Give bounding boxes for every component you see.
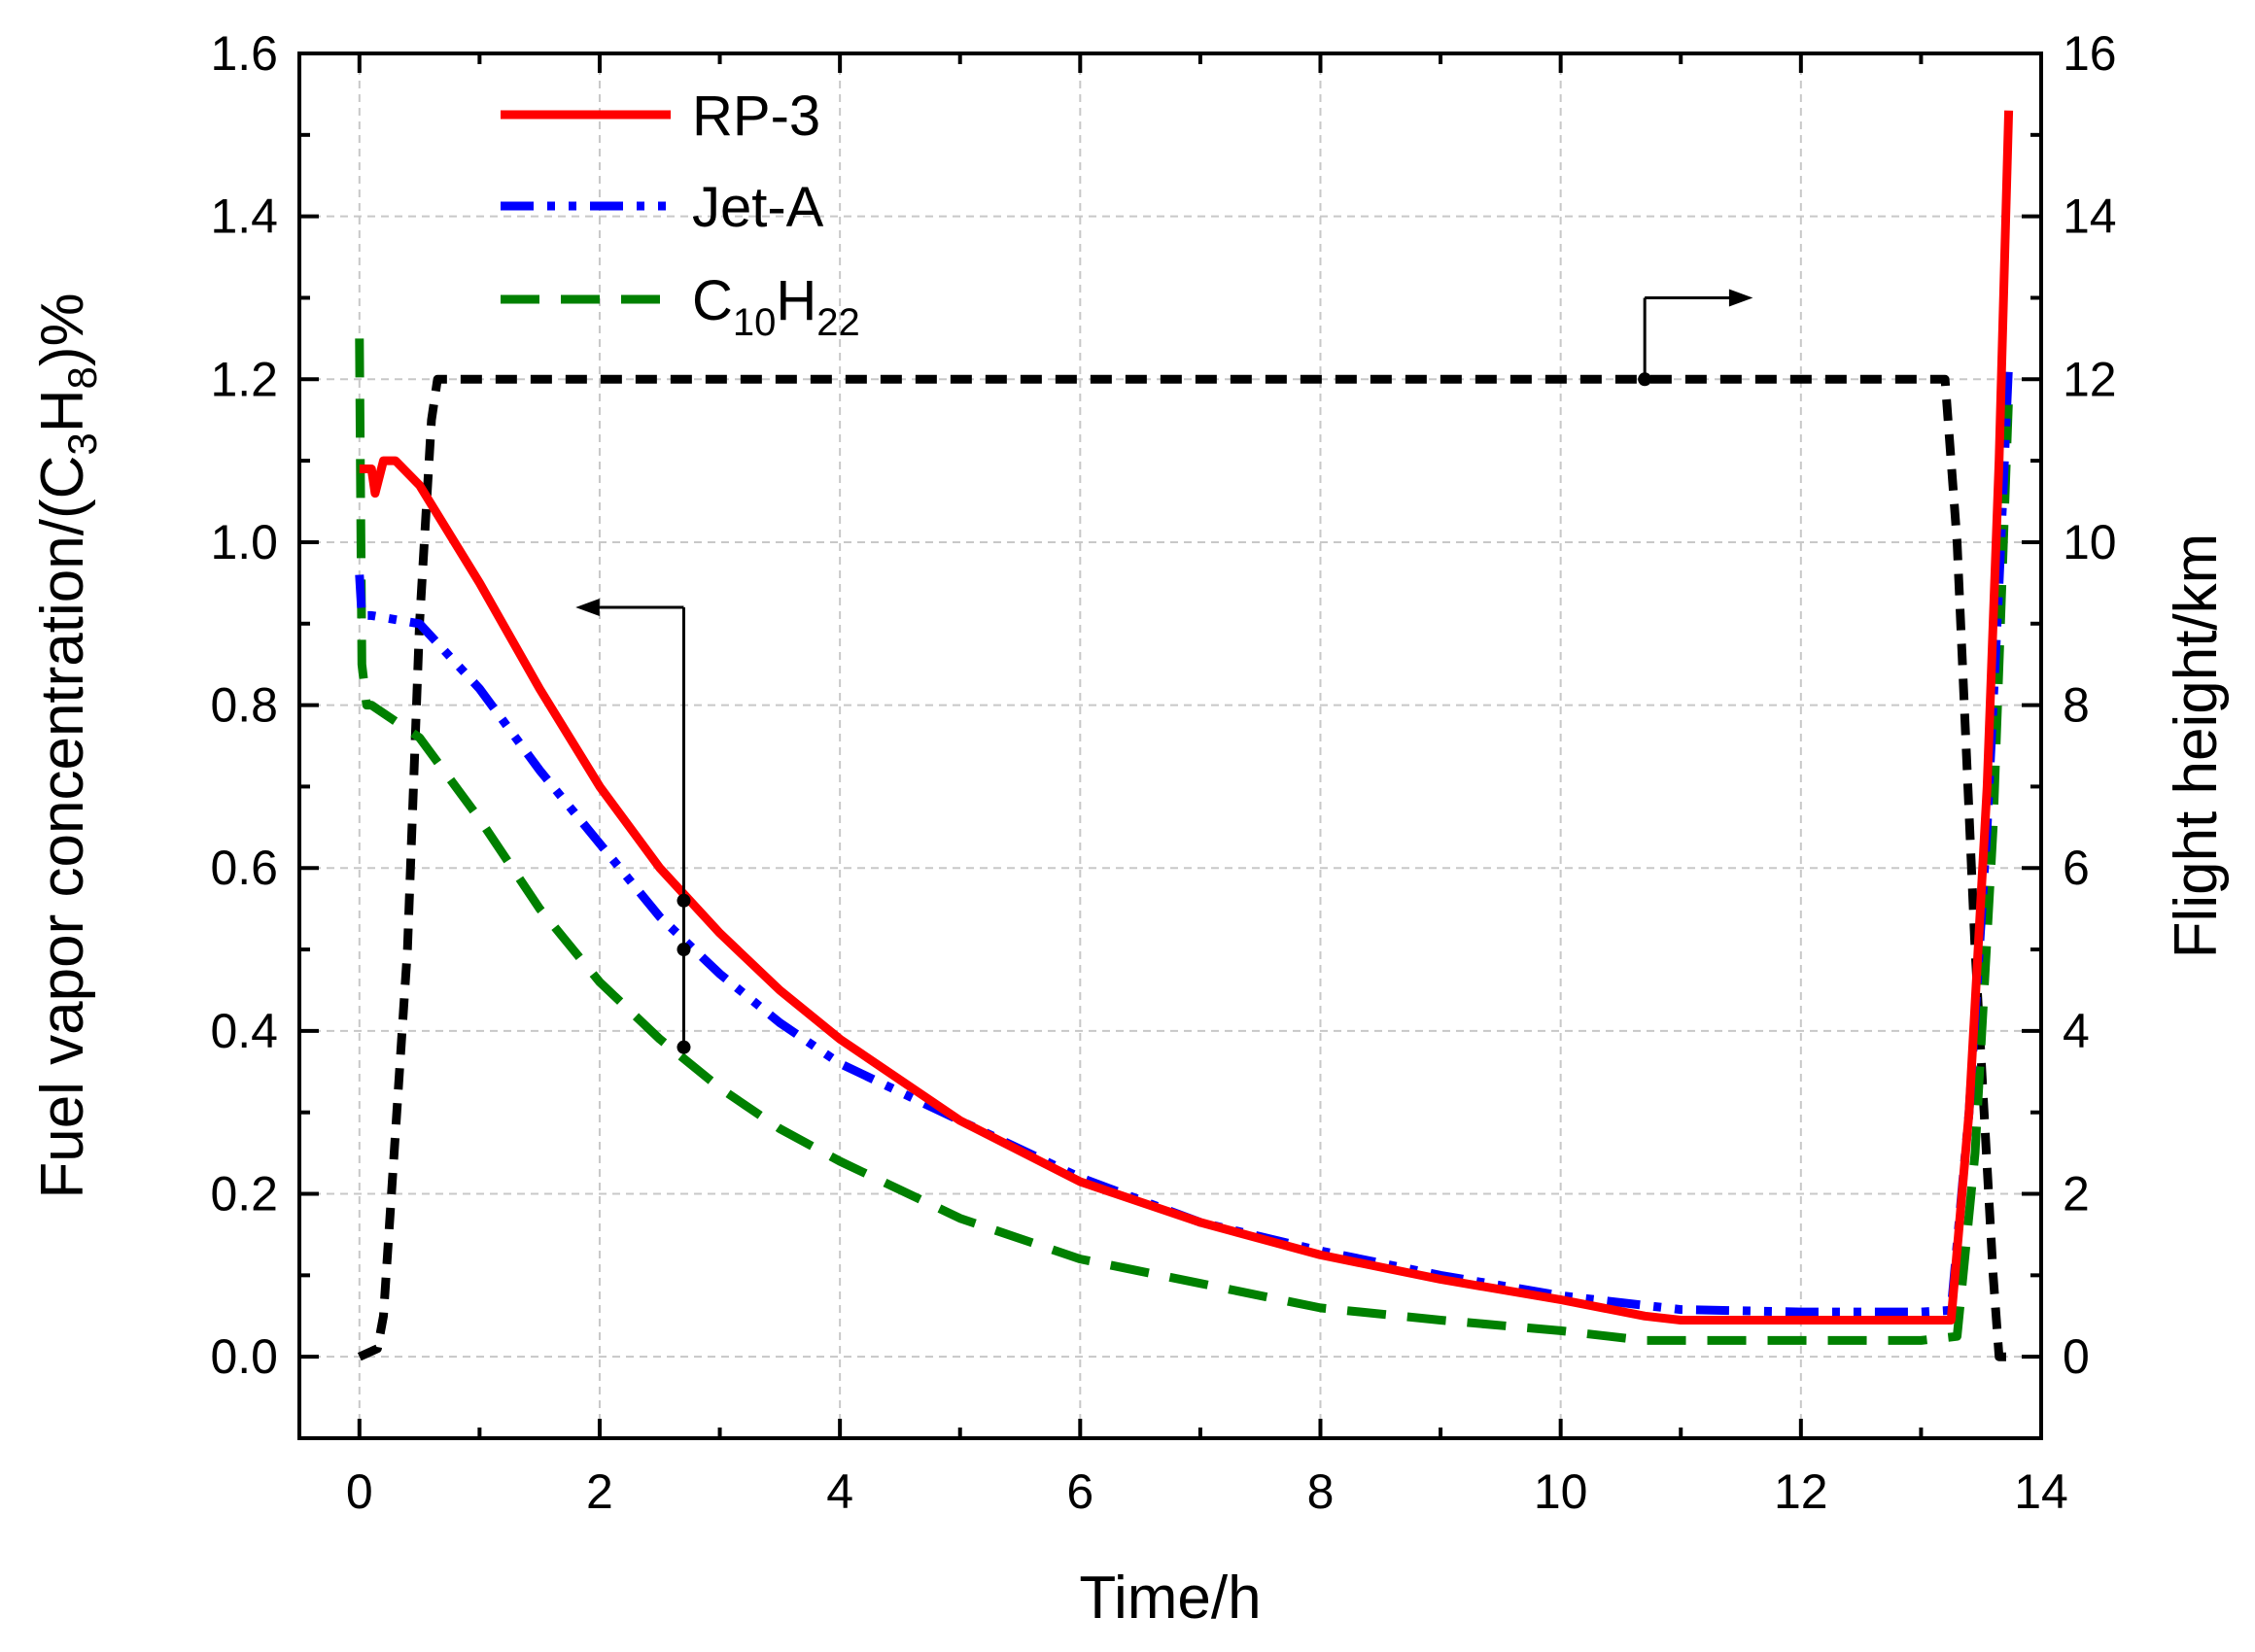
ticks xyxy=(299,52,2043,1438)
x-tick-label: 10 xyxy=(1534,1464,1588,1519)
x-axis-title: Time/h xyxy=(1079,1565,1261,1632)
series-c10h22-line xyxy=(355,338,2014,1345)
annotation-layer xyxy=(575,289,1753,1054)
right-indicator-arrowhead xyxy=(1728,289,1753,307)
legend-c10h22-mid: H xyxy=(776,269,816,332)
plot-frame xyxy=(297,52,2043,1440)
legend-c10h22-sub1: 10 xyxy=(733,301,777,344)
y-tick-label: 0.8 xyxy=(210,678,278,733)
y2-tick-label: 0 xyxy=(2063,1329,2090,1384)
legend-c10h22-sub2: 22 xyxy=(816,301,860,344)
indicator-dot xyxy=(676,893,691,908)
indicator-dot xyxy=(676,943,691,957)
y2-tick-label: 14 xyxy=(2063,189,2117,244)
y-axis-title-sub1: 3 xyxy=(59,432,105,455)
y-tick-label: 1.6 xyxy=(210,26,278,81)
legend: RP-3 Jet-A C10H22 xyxy=(501,85,860,344)
x-tick-label: 4 xyxy=(826,1464,853,1519)
y2-tick-label: 12 xyxy=(2063,352,2117,406)
indicator-dot xyxy=(676,1040,691,1054)
series-layer xyxy=(355,110,2014,1361)
x-tick-label: 8 xyxy=(1307,1464,1335,1519)
x-tick-label: 14 xyxy=(2014,1464,2068,1519)
x-tick-label: 2 xyxy=(586,1464,613,1519)
legend-label-c10h22: C10H22 xyxy=(692,269,860,344)
legend-c10h22-base: C xyxy=(692,269,733,332)
y2-axis-title: Flight height/km xyxy=(2163,533,2230,959)
series-flight-height-line xyxy=(357,374,2009,1361)
grid xyxy=(299,53,2041,1438)
legend-label-jeta: Jet-A xyxy=(692,176,824,239)
indicator-dot xyxy=(1638,372,1652,387)
y-axis-title-mid: H xyxy=(29,389,96,432)
tick-labels: 0 2 4 6 8 10 12 14 0.0 0.2 0.4 0.6 0.8 1.0 1.2 1.4 1.6 0 2… xyxy=(210,26,2116,1519)
left-indicator-arrowhead xyxy=(575,599,600,616)
y-tick-label: 1.2 xyxy=(210,352,278,406)
y-tick-label: 0.2 xyxy=(210,1167,278,1222)
y2-tick-label: 2 xyxy=(2063,1167,2090,1222)
x-tick-label: 0 xyxy=(346,1464,373,1519)
y2-tick-label: 8 xyxy=(2063,678,2090,733)
y2-tick-label: 6 xyxy=(2063,841,2090,895)
y-tick-label: 0.4 xyxy=(210,1004,278,1058)
x-tick-label: 6 xyxy=(1066,1464,1093,1519)
y2-tick-label: 16 xyxy=(2063,26,2117,81)
y-axis-title: Fuel vapor concentration/(C3H8)% xyxy=(29,293,105,1198)
series-jeta-line xyxy=(355,362,2014,1317)
y-tick-label: 1.4 xyxy=(210,189,278,244)
y-axis-title-prefix: Fuel vapor concentration/(C xyxy=(29,456,96,1199)
y2-tick-label: 10 xyxy=(2063,515,2117,569)
y-axis-title-suffix: )% xyxy=(29,293,96,366)
y-axis-title-sub2: 8 xyxy=(59,366,105,389)
y-tick-label: 1.0 xyxy=(210,515,278,569)
legend-label-rp3: RP-3 xyxy=(692,85,820,148)
y-tick-label: 0.0 xyxy=(210,1329,278,1384)
y2-tick-label: 4 xyxy=(2063,1004,2090,1058)
series-rp3-line xyxy=(359,110,2014,1325)
y-tick-label: 0.6 xyxy=(210,841,278,895)
x-tick-label: 12 xyxy=(1774,1464,1828,1519)
